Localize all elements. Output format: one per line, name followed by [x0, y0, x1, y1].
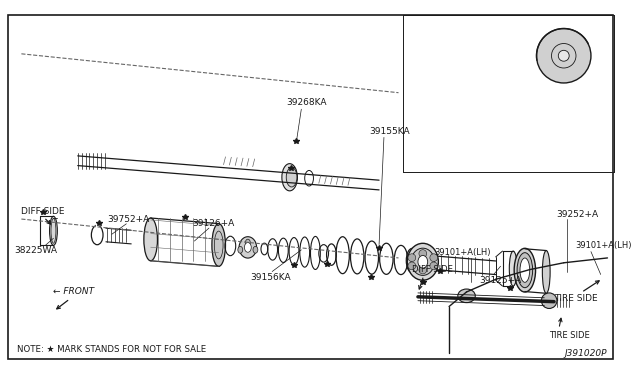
Text: J391020P: J391020P — [565, 349, 607, 358]
Circle shape — [430, 254, 438, 262]
Text: 39156KA: 39156KA — [251, 273, 291, 282]
Text: 39101+A(LH): 39101+A(LH) — [435, 248, 491, 257]
Text: 39101+A(LH): 39101+A(LH) — [575, 241, 632, 250]
Text: 39752+A: 39752+A — [107, 215, 149, 224]
Ellipse shape — [305, 170, 314, 186]
Ellipse shape — [244, 243, 252, 252]
Text: ← FRONT: ← FRONT — [54, 288, 95, 296]
Ellipse shape — [286, 167, 297, 187]
Ellipse shape — [509, 251, 517, 286]
Text: 39268KA: 39268KA — [287, 98, 327, 107]
Ellipse shape — [407, 243, 438, 280]
Ellipse shape — [536, 29, 591, 83]
Ellipse shape — [282, 164, 298, 191]
Circle shape — [408, 254, 416, 262]
Ellipse shape — [542, 251, 550, 293]
Ellipse shape — [520, 258, 530, 282]
Ellipse shape — [558, 50, 569, 61]
Ellipse shape — [411, 248, 435, 275]
Ellipse shape — [541, 293, 557, 308]
Text: TIRE SIDE: TIRE SIDE — [554, 294, 598, 303]
Text: 39155KA: 39155KA — [369, 127, 410, 136]
Text: 39125+A: 39125+A — [479, 276, 522, 285]
Circle shape — [408, 262, 416, 270]
Ellipse shape — [517, 253, 532, 288]
Ellipse shape — [458, 289, 476, 303]
Ellipse shape — [144, 218, 157, 261]
Ellipse shape — [212, 224, 225, 266]
Text: 39126+A: 39126+A — [193, 219, 235, 228]
Ellipse shape — [49, 216, 58, 246]
Text: 39252+A: 39252+A — [556, 210, 598, 219]
Text: 38225WA: 38225WA — [15, 246, 58, 256]
Ellipse shape — [239, 237, 257, 258]
Circle shape — [419, 250, 427, 257]
Text: DIFF SIDE: DIFF SIDE — [412, 265, 453, 274]
Circle shape — [419, 266, 427, 274]
Ellipse shape — [418, 256, 428, 268]
Circle shape — [430, 262, 438, 270]
Text: DIFF SIDE: DIFF SIDE — [21, 207, 65, 216]
Ellipse shape — [245, 239, 250, 246]
Ellipse shape — [253, 246, 258, 253]
Ellipse shape — [514, 248, 536, 292]
Text: NOTE: ★ MARK STANDS FOR NOT FOR SALE: NOTE: ★ MARK STANDS FOR NOT FOR SALE — [17, 345, 207, 354]
Ellipse shape — [238, 246, 243, 253]
Text: TIRE SIDE: TIRE SIDE — [549, 331, 590, 340]
